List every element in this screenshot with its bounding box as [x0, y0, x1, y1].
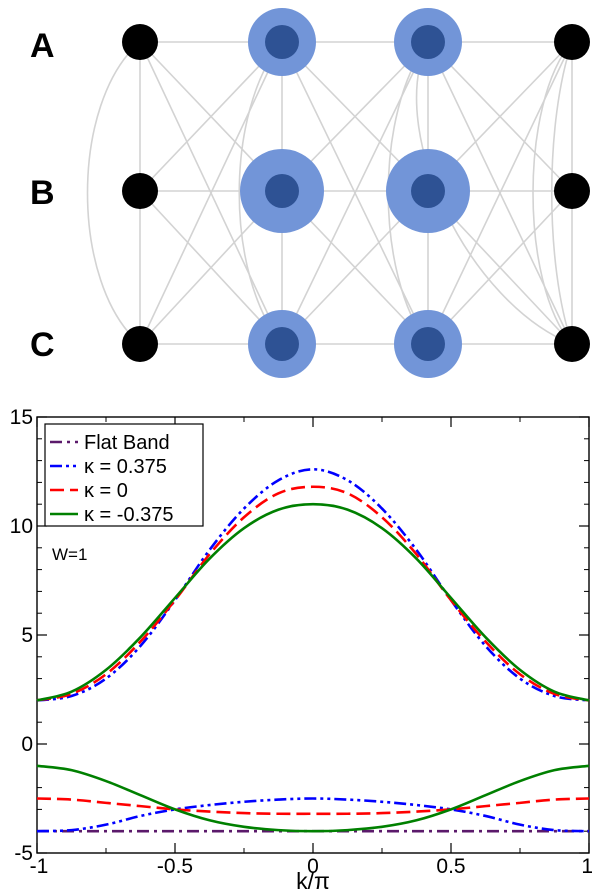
- row-label-b: B: [30, 174, 55, 212]
- series-line-3-upper: [36, 485, 590, 702]
- lattice-node: [122, 24, 158, 60]
- lattice-node: [411, 327, 445, 361]
- edge-arc: [550, 41, 573, 345]
- lattice-node: [265, 327, 299, 361]
- lattice-node: [411, 174, 445, 208]
- x-tick-label: -1: [30, 855, 49, 878]
- y-tick-label: 5: [21, 624, 33, 647]
- x-tick-label: -0.5: [157, 855, 193, 878]
- lattice-node: [265, 174, 299, 208]
- row-label-a: A: [30, 27, 55, 65]
- lattice-network: A B C: [30, 8, 590, 378]
- lattice-node: [554, 173, 590, 209]
- series-line-2-lower: [36, 797, 590, 833]
- y-tick-label: -5: [14, 842, 33, 865]
- lattice-node: [122, 173, 158, 209]
- lattice-node: [122, 326, 158, 362]
- series-line-4-lower: [36, 797, 590, 816]
- edge-arc: [238, 41, 283, 345]
- series-line-6-lower: [36, 764, 590, 833]
- tick-labels: -5 0 5 10 15 -1 -0.5 0 0.5 1: [10, 406, 592, 878]
- legend-label: κ = 0.375: [84, 456, 167, 478]
- series-line-1-upper: [36, 468, 590, 702]
- edge-diagonal: [139, 41, 283, 345]
- legend-label: Flat Band: [84, 432, 170, 454]
- axis-ticks: [36, 416, 590, 854]
- network-edges: [86, 41, 573, 345]
- legend-label: κ = 0: [84, 480, 128, 502]
- y-tick-label: 10: [10, 515, 33, 538]
- lattice-node: [554, 326, 590, 362]
- legend-box: [44, 423, 204, 527]
- series-lines: [36, 468, 590, 833]
- series-line-5-upper: [36, 502, 590, 702]
- row-label-c: C: [30, 326, 55, 364]
- x-axis-label: k/π: [296, 868, 330, 894]
- lattice-node: [411, 25, 445, 59]
- y-tick-label: 0: [21, 733, 33, 756]
- edge-diagonal: [427, 41, 573, 345]
- lattice-node: [554, 24, 590, 60]
- edge-diagonal: [427, 190, 573, 345]
- x-tick-label: 1: [581, 855, 592, 878]
- x-tick-label: 0: [307, 855, 319, 878]
- x-tick-label: 0.5: [436, 855, 465, 878]
- edge-arc: [86, 41, 141, 345]
- lattice-node: [265, 25, 299, 59]
- edge-arc: [532, 41, 573, 345]
- legend-label: κ = -0.375: [84, 504, 174, 526]
- annotation-w: W=1: [52, 545, 87, 564]
- edge-diagonal: [139, 41, 283, 192]
- network-nodes: [122, 24, 590, 362]
- y-tick-label: 15: [10, 406, 33, 429]
